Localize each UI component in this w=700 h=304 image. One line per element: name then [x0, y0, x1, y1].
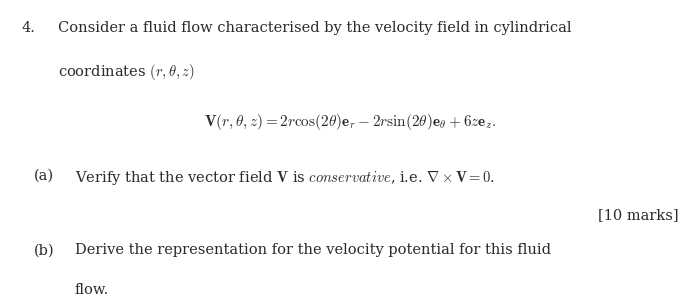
- Text: (b): (b): [34, 243, 54, 257]
- Text: [10 marks]: [10 marks]: [598, 208, 679, 222]
- Text: Derive the representation for the velocity potential for this fluid: Derive the representation for the veloci…: [75, 243, 551, 257]
- Text: coordinates $(r, \theta, z)$: coordinates $(r, \theta, z)$: [58, 62, 195, 82]
- Text: (a): (a): [34, 169, 54, 183]
- Text: $\mathbf{V}(r, \theta, z) = 2r\cos(2\theta)\mathbf{e}_r - 2r\sin(2\theta)\mathbf: $\mathbf{V}(r, \theta, z) = 2r\cos(2\the…: [204, 112, 496, 133]
- Text: flow.: flow.: [75, 283, 109, 297]
- Text: Verify that the vector field $\mathbf{V}$ is $\mathit{conservative}$, i.e. $\nab: Verify that the vector field $\mathbf{V}…: [75, 169, 495, 187]
- Text: Consider a fluid flow characterised by the velocity field in cylindrical: Consider a fluid flow characterised by t…: [58, 21, 572, 35]
- Text: 4.: 4.: [21, 21, 35, 35]
